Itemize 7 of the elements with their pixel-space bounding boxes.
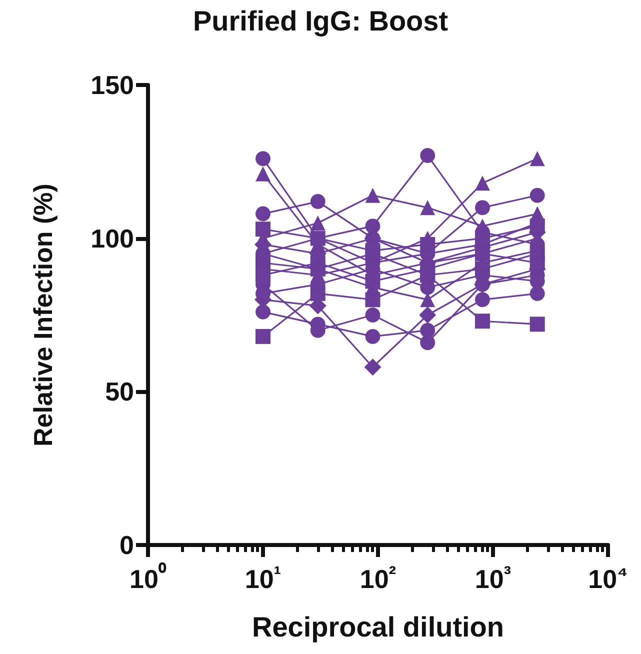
y-tick-label: 150 <box>90 70 134 100</box>
y-tick-label: 50 <box>105 376 134 407</box>
y-tick-label: 100 <box>90 223 134 254</box>
x-axis-title: Reciprocal dilution <box>252 612 504 642</box>
chart-title: Purified IgG: Boost <box>192 6 448 36</box>
y-tick-label: 0 <box>120 530 134 560</box>
y-axis-title: Relative Infection (%) <box>28 184 58 446</box>
